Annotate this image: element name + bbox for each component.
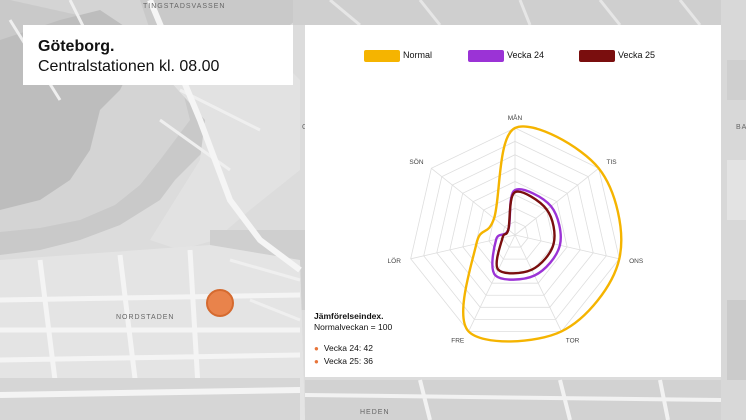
map-label-g: G [302, 124, 308, 131]
map-label-heden: HEDEN [360, 409, 390, 416]
comparison-index-baseline: Normalveckan = 100 [314, 322, 393, 332]
grid-spoke [431, 167, 516, 236]
grid-ring [449, 167, 581, 296]
map-label-ba: BA [736, 124, 746, 131]
bullet-icon: ● [314, 357, 319, 366]
map-label-nordstaden: NORDSTADEN [116, 314, 175, 321]
series-line-normal [462, 125, 623, 343]
grid-ring [436, 154, 594, 308]
station-time-subtitle: Centralstationen kl. 08.00 [38, 58, 220, 75]
radar-chart: MÅN TIS ONS TOR FRE LÖR SÖN [388, 113, 644, 344]
grid-ring [410, 127, 620, 332]
comparison-index-title: Jämförelseindex. [314, 311, 384, 321]
legend-label-vecka-25: Vecka 25 [618, 50, 656, 60]
legend-swatch-vecka-24 [468, 50, 504, 62]
station-marker[interactable] [206, 289, 234, 317]
comparison-item-text: Vecka 24: 42 [323, 343, 373, 353]
axis-label: ONS [629, 258, 644, 265]
title-card: Göteborg. Centralstationen kl. 08.00 [23, 25, 293, 85]
legend-swatch-normal [364, 50, 400, 62]
grid-spoke [514, 234, 562, 332]
grid-ring [462, 181, 568, 284]
series-line-vecka-24 [491, 188, 562, 281]
grid-spoke [410, 234, 516, 260]
city-title: Göteborg. [38, 38, 115, 55]
grid-ring [475, 194, 555, 272]
axis-label: SÖN [409, 158, 423, 166]
map-label-tingstadsvassen: TINGSTADSVASSEN [143, 3, 226, 10]
legend-label-vecka-24: Vecka 24 [507, 50, 545, 60]
legend-swatch-vecka-25 [579, 50, 615, 62]
axis-label: MÅN [508, 113, 523, 122]
grid-spoke [468, 234, 516, 332]
comparison-item-vecka-24: ● Vecka 24: 42 [314, 342, 392, 355]
comparison-info: Jämförelseindex. Normalveckan = 100 ● Vec… [314, 311, 392, 368]
grid-ring [501, 221, 529, 248]
comparison-item-vecka-25: ● Vecka 25: 36 [314, 355, 392, 368]
axis-label: LÖR [388, 257, 402, 265]
axis-label: TOR [566, 337, 580, 344]
axis-label: TIS [606, 159, 617, 166]
grid-spoke [514, 167, 599, 236]
legend-label-normal: Normal [403, 50, 433, 60]
grid-ring [423, 140, 607, 320]
grid-spoke [514, 234, 620, 260]
axis-label: FRE [451, 337, 465, 344]
comparison-item-text: Vecka 25: 36 [323, 356, 373, 366]
series-line-vecka-25 [495, 190, 556, 275]
bullet-icon: ● [314, 344, 319, 353]
chart-panel: MÅN TIS ONS TOR FRE LÖR SÖN Normal Vecka 24 Ve… [305, 25, 721, 377]
